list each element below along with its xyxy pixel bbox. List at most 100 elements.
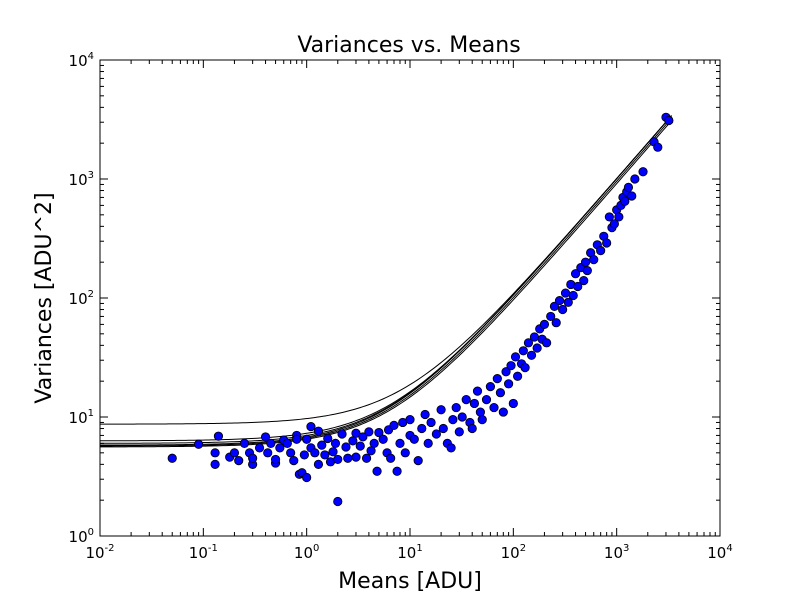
data-point: [286, 448, 296, 458]
y-tick-label: 100: [69, 527, 94, 546]
plot-area: [100, 112, 674, 507]
data-point: [506, 361, 516, 371]
data-point: [194, 439, 204, 449]
data-point: [638, 167, 648, 177]
data-point: [438, 423, 448, 434]
data-point: [320, 450, 330, 460]
data-point: [229, 448, 240, 458]
data-point: [213, 431, 224, 441]
data-point: [270, 454, 281, 465]
data-point: [337, 429, 347, 439]
x-axis-ticks: 10-2 10-1 100 101 102 103 104: [85, 60, 733, 562]
data-point: [355, 441, 365, 451]
data-point: [248, 453, 258, 463]
data-point: [369, 438, 379, 448]
y-tick-label: 102: [69, 289, 94, 308]
data-point: [378, 434, 388, 444]
data-point: [239, 438, 250, 448]
data-point: [386, 453, 396, 463]
data-point: [620, 196, 630, 206]
data-point: [498, 407, 508, 417]
data-point: [275, 443, 285, 453]
y-tick-label: 103: [69, 170, 94, 189]
data-point: [481, 395, 492, 405]
data-point: [492, 374, 502, 384]
data-point: [446, 443, 456, 453]
x-axis-title: Means [ADU]: [338, 569, 482, 594]
data-point: [579, 276, 589, 286]
data-point: [451, 402, 461, 413]
data-point: [389, 420, 399, 430]
y-axis-ticks: 100 101 102 103 104: [69, 51, 720, 546]
x-tick-label: 103: [604, 543, 629, 562]
data-point: [395, 438, 405, 448]
x-tick-label: 10-2: [85, 543, 114, 562]
data-point: [330, 438, 341, 448]
data-point: [526, 350, 537, 360]
data-point: [469, 398, 479, 409]
data-point: [520, 363, 530, 373]
data-point: [210, 448, 220, 458]
data-point: [299, 450, 309, 460]
data-point: [589, 255, 599, 265]
data-point: [570, 269, 581, 279]
data-point: [542, 338, 552, 348]
data-point: [448, 415, 458, 425]
data-point: [568, 290, 578, 301]
data-point: [457, 412, 467, 422]
data-point: [431, 429, 441, 439]
data-point: [302, 472, 312, 483]
data-point: [333, 496, 343, 507]
data-point: [554, 296, 565, 306]
data-point: [518, 346, 528, 356]
y-axis-title: Variances [ADU^2]: [32, 192, 57, 403]
data-point: [292, 434, 302, 444]
data-point: [475, 407, 485, 417]
data-point: [467, 423, 477, 434]
data-point: [364, 427, 374, 437]
data-points: [167, 112, 674, 507]
data-point: [302, 434, 312, 444]
data-point: [317, 440, 327, 450]
data-point: [501, 367, 511, 377]
data-point: [260, 432, 271, 442]
data-point: [313, 426, 324, 436]
data-point: [604, 212, 614, 222]
data-point: [234, 456, 244, 466]
data-point: [551, 318, 561, 328]
data-point: [529, 332, 540, 342]
data-point: [623, 182, 634, 192]
data-point: [306, 422, 316, 432]
data-point: [289, 456, 299, 466]
data-point: [609, 219, 619, 229]
data-point: [614, 212, 624, 222]
data-point: [343, 453, 353, 463]
data-point: [461, 395, 471, 405]
data-point: [510, 352, 521, 362]
data-point: [523, 338, 534, 348]
data-point: [532, 343, 542, 353]
data-point: [392, 466, 402, 476]
data-point: [664, 115, 674, 126]
data-point: [358, 432, 368, 442]
data-point: [573, 281, 583, 292]
data-point: [582, 265, 592, 276]
x-tick-label: 104: [707, 543, 732, 562]
data-point: [454, 427, 464, 437]
data-point: [282, 438, 292, 448]
data-point: [539, 319, 550, 329]
data-point: [341, 442, 351, 452]
data-point: [602, 238, 612, 248]
data-point: [436, 405, 446, 415]
data-point: [558, 304, 568, 315]
data-point: [254, 443, 265, 453]
data-point: [549, 301, 560, 311]
data-point: [310, 448, 320, 458]
data-point: [374, 427, 384, 438]
data-point: [351, 452, 361, 462]
data-point: [423, 438, 433, 448]
y-tick-label: 104: [69, 51, 94, 70]
data-point: [560, 288, 571, 298]
data-point: [472, 386, 483, 396]
